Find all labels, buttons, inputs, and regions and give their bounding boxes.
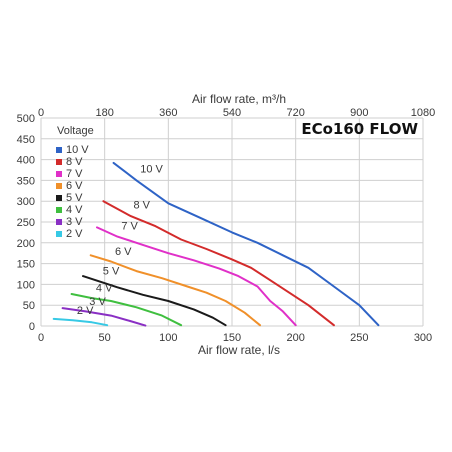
legend-entry: 3 V xyxy=(66,216,83,228)
grid xyxy=(40,117,424,327)
legend-title: Voltage xyxy=(57,125,94,137)
x2-tick-label: 180 xyxy=(95,107,113,119)
series-line-4v xyxy=(70,293,183,327)
curve-label: 10 V xyxy=(140,164,163,176)
legend-entry: 6 V xyxy=(66,180,83,192)
legend-swatch xyxy=(56,207,62,213)
x2-tick-label: 0 xyxy=(38,107,44,119)
x-tick-label: 150 xyxy=(223,332,241,344)
curve-label: 4 V xyxy=(96,283,113,295)
curve-label: 2 V xyxy=(77,305,94,317)
x-tick-label: 0 xyxy=(38,332,44,344)
legend-entry: 5 V xyxy=(66,192,83,204)
legend-entry: 4 V xyxy=(66,204,83,216)
curve-label: 5 V xyxy=(103,266,120,278)
y-tick-label: 300 xyxy=(17,196,35,208)
x-tick-label: 100 xyxy=(159,332,177,344)
x-axis-title: Air flow rate, l/s xyxy=(198,343,280,357)
legend-swatch xyxy=(56,183,62,189)
x-tick-label: 250 xyxy=(350,332,368,344)
series-line-8v xyxy=(102,200,335,327)
legend-swatch xyxy=(56,195,62,201)
legend-entry: 8 V xyxy=(66,156,83,168)
legend-swatch xyxy=(56,231,62,237)
legend-swatch xyxy=(56,171,62,177)
y-tick-label: 150 xyxy=(17,259,35,271)
chart-title: ECo160 FLOW xyxy=(301,120,418,138)
legend: 10 V8 V7 V6 V5 V4 V3 V2 V xyxy=(56,144,89,240)
x-tick-label: 50 xyxy=(99,332,111,344)
x2-tick-label: 720 xyxy=(286,107,304,119)
x2-tick-label: 1080 xyxy=(411,107,435,119)
y-tick-label: 200 xyxy=(17,238,35,250)
series-line-3v xyxy=(61,307,147,327)
y-tick-label: 0 xyxy=(29,321,35,333)
series-line-2v xyxy=(52,317,109,327)
legend-swatch xyxy=(56,159,62,165)
curve-label: 6 V xyxy=(115,246,132,258)
y-tick-label: 450 xyxy=(17,134,35,146)
series-line-5v xyxy=(82,275,227,327)
legend-entry: 2 V xyxy=(66,228,83,240)
series-line-7v xyxy=(96,226,297,327)
x2-axis-title: Air flow rate, m³/h xyxy=(192,92,286,106)
x2-tick-label: 540 xyxy=(223,107,241,119)
y-tick-label: 500 xyxy=(17,113,35,125)
series-line-10v xyxy=(112,161,380,327)
series-lines: 10 V8 V7 V6 V5 V4 V3 V2 V xyxy=(52,161,380,327)
legend-entry: 7 V xyxy=(66,168,83,180)
y-tick-label: 100 xyxy=(17,279,35,291)
curve-label: 3 V xyxy=(89,296,106,308)
legend-swatch xyxy=(56,219,62,225)
legend-swatch xyxy=(56,147,62,153)
legend-entry: 10 V xyxy=(66,144,89,156)
curve-label: 7 V xyxy=(121,221,138,233)
x2-tick-label: 360 xyxy=(159,107,177,119)
x-tick-label: 300 xyxy=(414,332,432,344)
curve-label: 8 V xyxy=(133,199,150,211)
y-tick-label: 350 xyxy=(17,175,35,187)
y-tick-label: 400 xyxy=(17,155,35,167)
y-tick-label: 50 xyxy=(23,300,35,312)
x2-tick-label: 900 xyxy=(350,107,368,119)
series-line-6v xyxy=(89,254,261,327)
y-tick-label: 250 xyxy=(17,217,35,229)
x-tick-label: 200 xyxy=(286,332,304,344)
